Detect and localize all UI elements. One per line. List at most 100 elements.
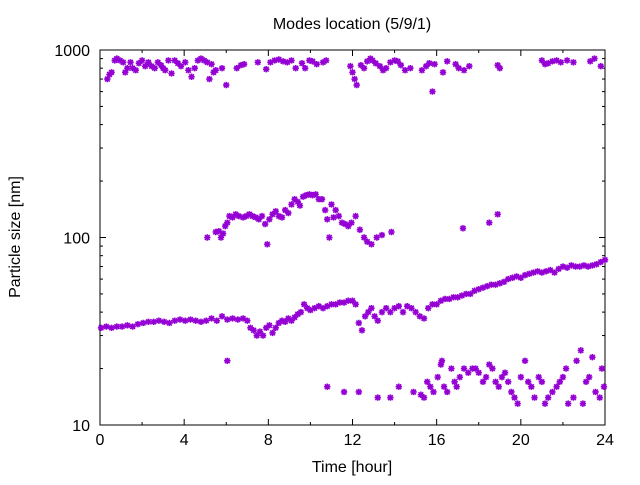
data-point [382,64,390,72]
x-tick-label: 0 [96,432,105,449]
data-point [247,324,254,331]
data-point [215,228,223,235]
data-point [234,316,242,323]
data-point [244,317,251,324]
x-axis: 0 4 8 12 16 20 24 [96,50,614,449]
data-point [361,313,369,320]
data-point [498,373,506,381]
data-point [524,378,532,385]
data-point [542,268,550,275]
x-tick-label: 16 [428,432,446,449]
data-point [176,316,184,323]
data-point [368,304,375,312]
data-point [134,320,142,328]
data-point [340,388,348,396]
y-tick-label: 100 [63,231,90,248]
data-point [416,313,424,320]
data-point [355,388,363,396]
data-point [358,327,366,334]
data-point [264,241,271,248]
data-point [145,59,152,66]
data-point [452,60,459,68]
data-point [208,315,215,322]
data-point [139,319,147,327]
data-point [258,212,266,220]
data-point [349,297,356,304]
data-point [564,400,572,407]
data-point [379,67,387,74]
data-point [328,301,335,308]
data-point [335,212,343,220]
data-point [203,317,210,324]
data-point [365,308,372,316]
data-point [218,64,226,72]
y-axis: 10 100 1000 [54,43,605,435]
data-point [322,57,330,64]
data-point [296,202,304,209]
data-point [284,59,291,66]
data-point [192,317,199,324]
data-point [593,261,600,268]
data-point [269,329,276,337]
data-point [294,310,301,318]
data-point [528,383,535,390]
data-point [127,59,134,66]
data-point [263,65,270,73]
data-point [387,394,394,401]
data-points [97,55,609,407]
data-point [160,318,168,326]
data-point [294,198,301,206]
data-point [321,206,329,214]
data-point [221,222,229,230]
data-point [492,378,499,385]
data-point [429,301,436,308]
data-point [204,234,211,241]
data-point [155,317,163,324]
data-point [113,55,121,62]
data-point [425,304,432,312]
data-point [306,57,313,64]
data-point [182,317,189,324]
data-point [166,319,173,327]
data-point [437,297,445,304]
data-point [368,241,375,248]
data-point [148,62,155,70]
data-point [450,294,457,301]
data-point [226,212,233,220]
data-point [218,313,226,320]
data-point [315,303,323,310]
data-point [521,271,529,279]
data-point [182,59,189,66]
data-point [494,211,501,218]
data-point [243,212,250,220]
data-point [253,332,260,339]
data-point [292,64,299,72]
data-point [407,64,414,72]
data-point [177,62,185,70]
data-point [204,59,211,66]
data-point [371,313,378,320]
data-point [255,216,263,223]
data-point [378,308,386,316]
data-point [541,60,549,68]
data-point [291,196,298,203]
data-point [229,214,236,221]
data-point [501,369,509,376]
data-point [395,383,402,390]
data-point [288,317,295,324]
data-point [586,373,593,381]
data-point [298,60,306,67]
data-point [157,61,165,69]
data-point [556,378,563,385]
data-point [514,400,521,407]
data-point [486,361,493,368]
data-point [297,308,305,316]
data-point [352,301,359,308]
data-point [306,191,313,198]
data-point [492,281,499,288]
data-point [165,57,172,64]
data-point [168,70,175,77]
data-point [154,59,162,66]
data-point [278,317,286,324]
